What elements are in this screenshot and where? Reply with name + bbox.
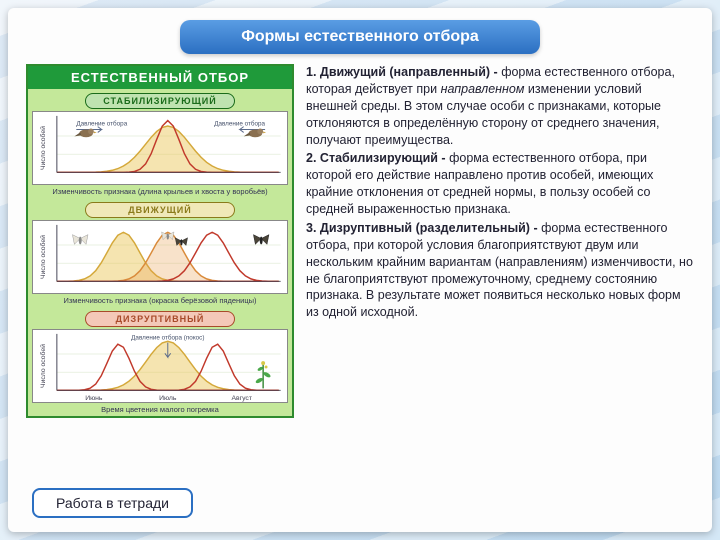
definition-number: 1. (306, 65, 316, 79)
diagram-section-disr: ДИЗРУПТИВНЫЙ Число особей Давление отбора… (28, 307, 292, 416)
svg-text:Число особей: Число особей (39, 235, 47, 279)
definition-item: 1. Движущий (направленный) - форма естес… (306, 64, 694, 148)
svg-text:Число особей: Число особей (39, 126, 47, 170)
selection-diagram: ЕСТЕСТВЕННЫЙ ОТБОР СТАБИЛИЗИРУЮЩИЙ Число … (26, 64, 294, 418)
svg-text:Число особей: Число особей (39, 344, 47, 388)
section-label: ДВИЖУЩИЙ (85, 202, 235, 218)
svg-text:Давление отбора: Давление отбора (214, 120, 265, 128)
footer-note: Работа в тетради (32, 488, 193, 518)
definition-item: 2. Стабилизирующий - форма естественного… (306, 150, 694, 218)
section-label: СТАБИЛИЗИРУЮЩИЙ (85, 93, 235, 109)
slide-title: Формы естественного отбора (180, 20, 540, 54)
diagram-section-driv: ДВИЖУЩИЙ Число особей Изменчивость призна… (28, 198, 292, 307)
diagram-header: ЕСТЕСТВЕННЫЙ ОТБОР (28, 66, 292, 89)
section-label: ДИЗРУПТИВНЫЙ (85, 311, 235, 327)
svg-text:Июль: Июль (159, 395, 177, 402)
content-row: ЕСТЕСТВЕННЫЙ ОТБОР СТАБИЛИЗИРУЮЩИЙ Число … (26, 64, 694, 418)
slide-card: Формы естественного отбора ЕСТЕСТВЕННЫЙ … (8, 8, 712, 532)
svg-text:Давление отбора: Давление отбора (76, 120, 127, 128)
definition-italic: направленном (441, 82, 525, 96)
definition-body: форма естественного отбора, при которой … (306, 221, 693, 319)
chart-caption: Изменчивость признака (окраска берёзовой… (32, 296, 288, 305)
svg-text:Август: Август (231, 395, 251, 402)
chart-disr: Число особей Давление отбора (покос) Июн… (32, 329, 288, 403)
definition-number: 3. (306, 221, 316, 235)
diagram-section-stab: СТАБИЛИЗИРУЮЩИЙ Число особей Давление отб… (28, 89, 292, 198)
definition-term: Движущий (направленный) - (320, 65, 501, 79)
chart-caption: Изменчивость признака (длина крыльев и х… (32, 187, 288, 196)
chart-caption: Время цветения малого погремка (32, 405, 288, 414)
definition-number: 2. (306, 151, 316, 165)
definition-item: 3. Дизруптивный (разделительный) - форма… (306, 220, 694, 321)
definition-term: Стабилизирующий - (320, 151, 449, 165)
definition-term: Дизруптивный (разделительный) - (320, 221, 541, 235)
svg-text:Июнь: Июнь (85, 395, 103, 402)
chart-stab: Число особей Давление отбора Давление от… (32, 111, 288, 185)
chart-driv: Число особей (32, 220, 288, 294)
svg-text:Давление отбора (покос): Давление отбора (покос) (131, 334, 204, 342)
definitions-column: 1. Движущий (направленный) - форма естес… (306, 64, 694, 418)
